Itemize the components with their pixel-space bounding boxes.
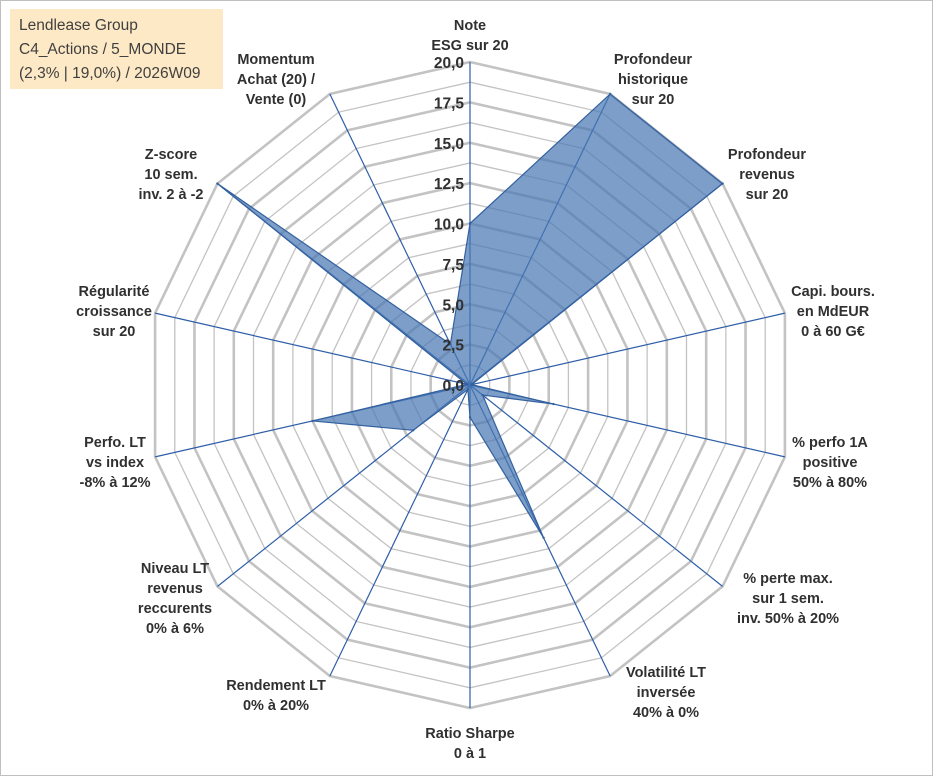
info-box: Lendlease Group C4_Actions / 5_MONDE (2,… bbox=[10, 9, 223, 89]
category-label-12: Z-score 10 sem. inv. 2 à -2 bbox=[138, 147, 203, 203]
category-label-4: % perfo 1A positive 50% à 80% bbox=[792, 435, 868, 491]
data-point-6 bbox=[542, 536, 545, 539]
tick-label: 2,5 bbox=[442, 338, 464, 355]
category-label-3: Capi. bours. en MdEUR 0 à 60 G€ bbox=[791, 284, 875, 340]
data-point-9 bbox=[411, 429, 415, 432]
category-label-13: Momentum Achat (20) / Vente (0) bbox=[237, 52, 315, 108]
info-portfolio: C4_Actions / 5_MONDE bbox=[19, 41, 187, 58]
tick-label: 17,5 bbox=[434, 95, 465, 112]
data-point-7 bbox=[468, 416, 472, 419]
data-point-2 bbox=[721, 182, 724, 185]
category-label-0: Note ESG sur 20 bbox=[431, 18, 508, 54]
category-label-10: Perfo. LT vs index -8% à 12% bbox=[80, 435, 151, 491]
category-label-6: Volatilité LT inversée 40% à 0% bbox=[626, 665, 706, 721]
tick-label: 20,0 bbox=[434, 55, 464, 72]
series-layer bbox=[216, 92, 724, 539]
spoke-8 bbox=[329, 384, 471, 677]
tick-labels-layer: 0,0 2,5 5,0 7,5 10,0 12,5 15,0 17,5 20,0 bbox=[434, 55, 465, 395]
data-point-5 bbox=[481, 393, 484, 397]
category-labels-layer: Note ESG sur 20 Profondeur historique sur 20… bbox=[76, 18, 875, 762]
category-label-1: Profondeur historique sur 20 bbox=[614, 52, 692, 108]
tick-label: 7,5 bbox=[442, 257, 464, 274]
info-period: (2,3% | 19,0%) / 2026W09 bbox=[19, 65, 201, 82]
spoke-3 bbox=[469, 312, 786, 386]
tick-label: 5,0 bbox=[442, 297, 464, 314]
data-point-12 bbox=[216, 182, 219, 185]
tick-label: 10,0 bbox=[434, 217, 464, 234]
tick-label: 0,0 bbox=[442, 378, 464, 395]
info-company: Lendlease Group bbox=[19, 17, 138, 34]
category-label-11: Régularité croissance sur 20 bbox=[76, 284, 152, 340]
data-point-0 bbox=[468, 222, 472, 225]
data-point-11 bbox=[465, 383, 469, 386]
category-label-8: Rendement LT 0% à 20% bbox=[226, 678, 326, 714]
spoke-5 bbox=[469, 384, 723, 587]
category-label-5: % perte max. sur 1 sem. inv. 50% à 20% bbox=[737, 571, 839, 627]
category-label-2: Profondeur revenus sur 20 bbox=[728, 147, 806, 203]
spoke-11 bbox=[154, 312, 471, 386]
spoke-13 bbox=[329, 93, 471, 386]
category-label-9: Niveau LT revenus reccurents 0% à 6% bbox=[138, 561, 212, 637]
data-point-13 bbox=[449, 343, 452, 346]
tick-label: 12,5 bbox=[434, 176, 465, 193]
data-point-10 bbox=[311, 419, 314, 423]
data-point-3 bbox=[470, 383, 473, 386]
data-point-4 bbox=[552, 402, 555, 406]
tick-label: 15,0 bbox=[434, 136, 464, 153]
data-point-8 bbox=[466, 388, 470, 391]
category-label-7: Ratio Sharpe 0 à 1 bbox=[425, 726, 514, 762]
data-point-1 bbox=[608, 92, 612, 96]
